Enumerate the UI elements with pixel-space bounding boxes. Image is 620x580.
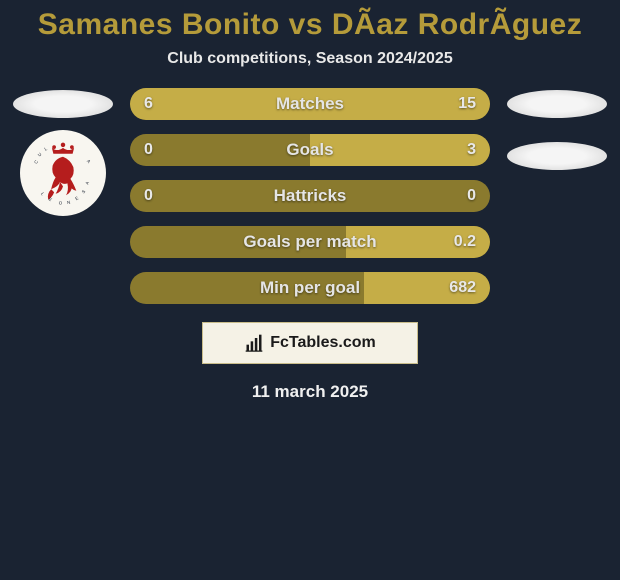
stat-bar: 0 Hattricks 0 bbox=[130, 180, 490, 212]
bar-fill-right bbox=[233, 88, 490, 120]
left-player-col: C U L A L E O N E S A bbox=[8, 88, 118, 216]
stat-bars: 6 Matches 15 0 Goals 3 0 Hattricks 0 Goals per ma… bbox=[130, 88, 490, 304]
stat-bar: 0 Goals 3 bbox=[130, 134, 490, 166]
stat-value-right: 3 bbox=[467, 141, 476, 159]
club-crest-icon: C U L A L E O N E S A bbox=[26, 136, 100, 210]
stat-label: Goals bbox=[286, 140, 333, 160]
bar-fill-right bbox=[310, 134, 490, 166]
club-badge-left: C U L A L E O N E S A bbox=[20, 130, 106, 216]
stat-value-left: 0 bbox=[144, 141, 153, 159]
stat-value-right: 0 bbox=[467, 187, 476, 205]
source-badge[interactable]: FcTables.com bbox=[202, 322, 418, 364]
svg-text:L: L bbox=[44, 146, 49, 152]
club-silhouette-right bbox=[507, 142, 607, 170]
comparison-subtitle: Club competitions, Season 2024/2025 bbox=[167, 50, 452, 68]
stat-value-right: 0.2 bbox=[454, 233, 476, 251]
stat-label: Goals per match bbox=[243, 232, 376, 252]
right-player-col bbox=[502, 88, 612, 170]
svg-text:E: E bbox=[74, 195, 79, 201]
stat-label: Min per goal bbox=[260, 278, 360, 298]
player-silhouette-right bbox=[507, 90, 607, 118]
source-label: FcTables.com bbox=[270, 334, 376, 352]
player-silhouette-left bbox=[13, 90, 113, 118]
stat-label: Hattricks bbox=[274, 186, 347, 206]
svg-text:O: O bbox=[58, 200, 63, 206]
svg-text:U: U bbox=[37, 152, 43, 158]
comparison-body: C U L A L E O N E S A 6Mat bbox=[0, 88, 620, 304]
stat-bar: Min per goal 682 bbox=[130, 272, 490, 304]
stat-value-right: 15 bbox=[458, 95, 476, 113]
stat-label: Matches bbox=[276, 94, 344, 114]
svg-text:A: A bbox=[84, 181, 90, 186]
comparison-title: Samanes Bonito vs DÃ­az RodrÃ­guez bbox=[38, 8, 582, 42]
stat-bar: 6 Matches 15 bbox=[130, 88, 490, 120]
svg-text:N: N bbox=[67, 200, 71, 205]
stat-value-left: 0 bbox=[144, 187, 153, 205]
footer-date: 11 march 2025 bbox=[252, 382, 368, 402]
stat-value-right: 682 bbox=[449, 279, 476, 297]
bar-chart-icon bbox=[244, 333, 264, 353]
svg-text:A: A bbox=[86, 159, 92, 165]
svg-text:S: S bbox=[81, 189, 87, 195]
svg-text:L: L bbox=[40, 191, 46, 196]
stat-bar: Goals per match 0.2 bbox=[130, 226, 490, 258]
stat-value-left: 6 bbox=[144, 95, 153, 113]
svg-text:C: C bbox=[33, 159, 39, 165]
